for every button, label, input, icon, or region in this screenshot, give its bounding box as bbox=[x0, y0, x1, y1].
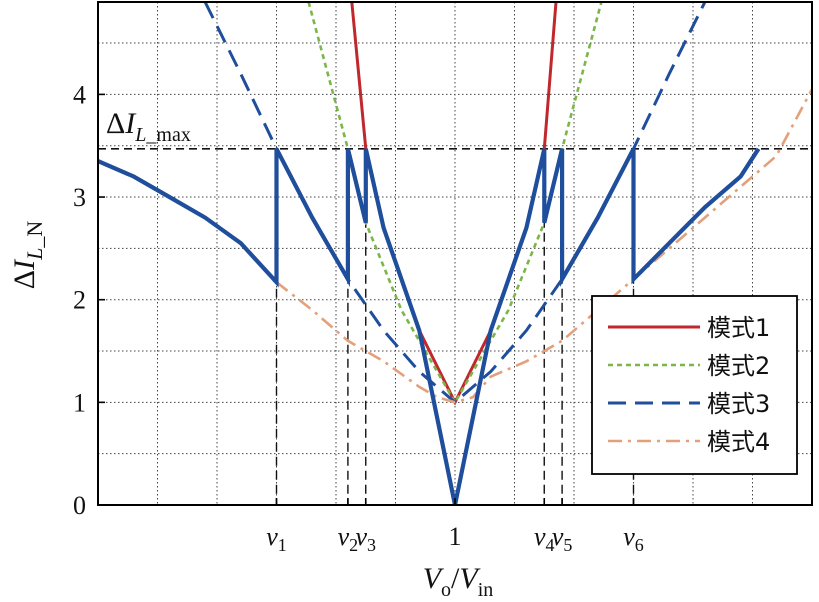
series-line-5 bbox=[97, 147, 761, 506]
x-tick-label: v4 bbox=[534, 522, 555, 555]
x-tick-label: 1 bbox=[449, 522, 462, 551]
x-tick-label: v5 bbox=[552, 522, 573, 555]
y-ticks: 0 1 2 3 4 bbox=[73, 80, 105, 520]
y-axis-label: ΔIL_N bbox=[8, 221, 47, 290]
legend-label: 模式4 bbox=[707, 428, 770, 456]
x-tick-label: v3 bbox=[355, 522, 376, 555]
y-tick-label: 0 bbox=[73, 491, 86, 520]
y-tick-label: 2 bbox=[73, 286, 86, 315]
series-line-4 bbox=[275, 88, 814, 404]
y-tick-label: 3 bbox=[73, 183, 86, 212]
y-tick-label: 4 bbox=[73, 80, 86, 109]
legend-label: 模式3 bbox=[707, 390, 770, 418]
series-line-1 bbox=[350, 1, 558, 406]
x-tick-label: v6 bbox=[623, 522, 644, 555]
legend-label: 模式2 bbox=[707, 352, 770, 380]
reference-line-label: ΔIL_max bbox=[106, 107, 191, 146]
legend: 模式1 模式2 模式3 模式4 bbox=[591, 295, 798, 475]
series-group bbox=[97, 1, 814, 506]
x-tick-label: v1 bbox=[266, 522, 287, 555]
x-axis-label: Vo/Vin bbox=[423, 562, 494, 601]
x-tick-label: v2 bbox=[338, 522, 359, 555]
y-tick-label: 1 bbox=[73, 388, 86, 417]
legend-label: 模式1 bbox=[707, 314, 770, 342]
